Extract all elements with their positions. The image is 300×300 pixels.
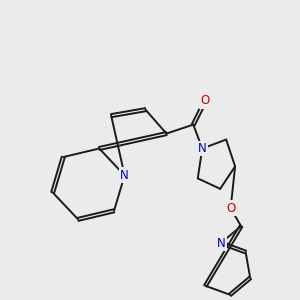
Text: N: N xyxy=(120,169,129,182)
Text: N: N xyxy=(217,236,225,250)
Text: O: O xyxy=(201,94,210,107)
Text: N: N xyxy=(198,142,207,155)
Text: O: O xyxy=(226,202,235,215)
